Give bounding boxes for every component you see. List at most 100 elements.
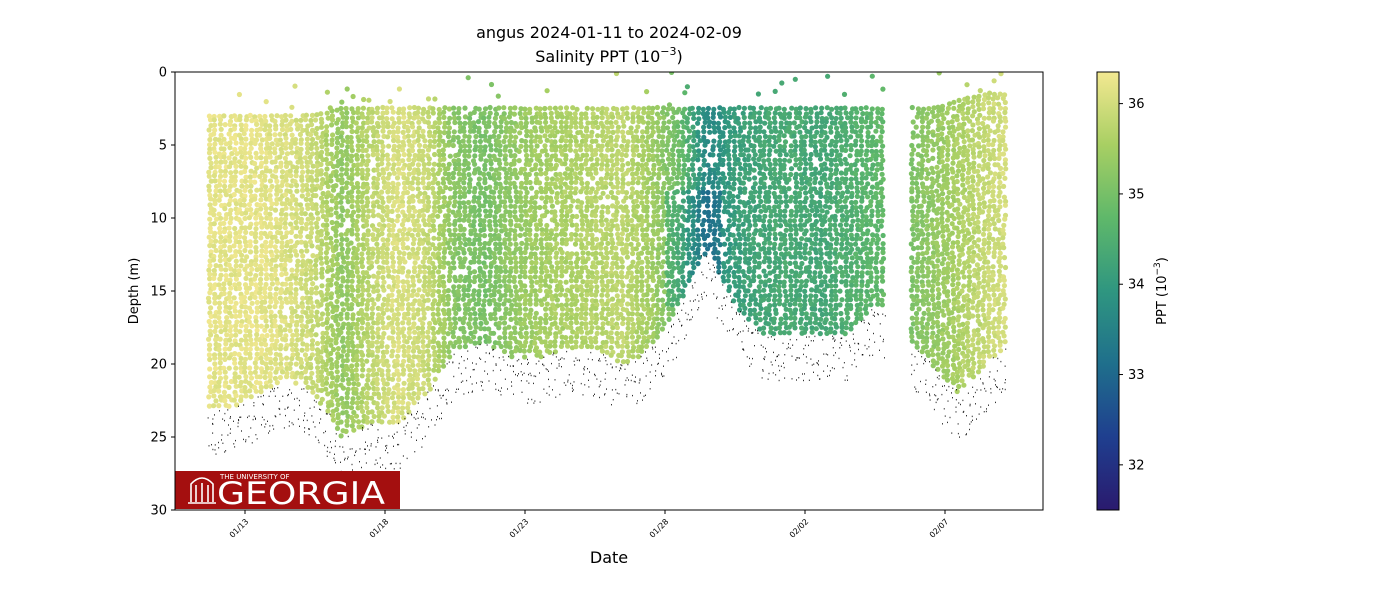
- data-point: [450, 142, 456, 149]
- data-point: [542, 296, 548, 302]
- data-point: [549, 176, 556, 182]
- data-point: [608, 189, 615, 196]
- data-point: [593, 138, 599, 144]
- data-point: [491, 195, 497, 201]
- data-point: [249, 300, 255, 306]
- data-point: [400, 158, 406, 164]
- data-point: [222, 206, 228, 212]
- data-point: [206, 150, 213, 156]
- data-point: [450, 175, 456, 181]
- data-point: [564, 213, 570, 219]
- data-point: [248, 230, 255, 236]
- data-point: [630, 354, 636, 360]
- data-point: [334, 256, 340, 262]
- data-point: [462, 120, 468, 126]
- data-point: [497, 165, 503, 171]
- data-point: [345, 366, 351, 372]
- data-point: [258, 163, 264, 169]
- data-point: [452, 325, 458, 331]
- data-point: [507, 273, 513, 279]
- data-point: [355, 143, 361, 149]
- data-point: [573, 148, 579, 154]
- data-point: [656, 175, 662, 181]
- data-point: [436, 120, 443, 126]
- data-point: [241, 294, 247, 300]
- data-point: [537, 287, 543, 294]
- data-point: [263, 318, 269, 324]
- data-point: [491, 133, 497, 139]
- data-point: [466, 143, 473, 149]
- data-point: [472, 250, 478, 257]
- data-point: [568, 260, 574, 266]
- data-point: [493, 222, 499, 228]
- data-point: [385, 124, 391, 130]
- data-point: [380, 143, 386, 150]
- data-point: [258, 355, 264, 361]
- data-point: [461, 250, 467, 256]
- data-point: [526, 348, 533, 354]
- data-point: [634, 279, 640, 285]
- data-point: [262, 369, 269, 375]
- data-point: [599, 222, 605, 228]
- data-point: [269, 333, 276, 339]
- data-point: [323, 367, 329, 373]
- data-point: [217, 355, 223, 361]
- data-point: [415, 176, 421, 182]
- data-point: [529, 245, 535, 251]
- data-point: [298, 276, 304, 283]
- data-point: [619, 259, 625, 265]
- data-point: [262, 374, 268, 380]
- data-point: [298, 374, 304, 380]
- data-point: [568, 315, 574, 321]
- data-point: [324, 325, 331, 331]
- data-point: [498, 343, 504, 350]
- data-point: [387, 98, 393, 105]
- data-point: [308, 230, 314, 236]
- data-point: [335, 270, 341, 277]
- data-point: [441, 255, 447, 261]
- data-point: [212, 295, 218, 301]
- data-point: [441, 109, 447, 115]
- data-point: [517, 130, 523, 136]
- data-point: [609, 167, 615, 173]
- data-point: [450, 255, 456, 261]
- data-point: [313, 193, 319, 199]
- data-point: [374, 320, 381, 326]
- data-point: [283, 173, 289, 179]
- data-point: [654, 199, 660, 205]
- data-point: [241, 235, 248, 241]
- data-point: [430, 218, 436, 224]
- data-point: [305, 384, 311, 390]
- data-point: [217, 193, 223, 199]
- data-point: [304, 342, 310, 348]
- data-point: [426, 161, 432, 167]
- data-point: [315, 216, 321, 222]
- data-point: [518, 199, 524, 205]
- data-point: [288, 305, 295, 311]
- data-point: [233, 258, 239, 264]
- data-point: [650, 222, 656, 228]
- data-point: [294, 252, 300, 258]
- data-point: [404, 189, 410, 196]
- data-point: [580, 221, 586, 227]
- data-point: [349, 171, 355, 178]
- data-point: [320, 359, 326, 365]
- data-point: [472, 139, 478, 145]
- data-point: [370, 232, 376, 238]
- data-point: [302, 117, 309, 123]
- data-point: [253, 262, 259, 268]
- data-point: [308, 309, 314, 315]
- data-point: [282, 155, 288, 161]
- data-point: [664, 195, 670, 201]
- data-point: [394, 316, 400, 322]
- data-point: [451, 203, 457, 209]
- data-point: [226, 225, 232, 231]
- data-point: [216, 305, 223, 311]
- data-point: [272, 267, 278, 273]
- data-point: [359, 399, 365, 405]
- data-point: [374, 185, 380, 191]
- data-point: [218, 328, 224, 335]
- data-point: [614, 166, 620, 172]
- data-point: [536, 180, 543, 186]
- data-point: [279, 257, 285, 263]
